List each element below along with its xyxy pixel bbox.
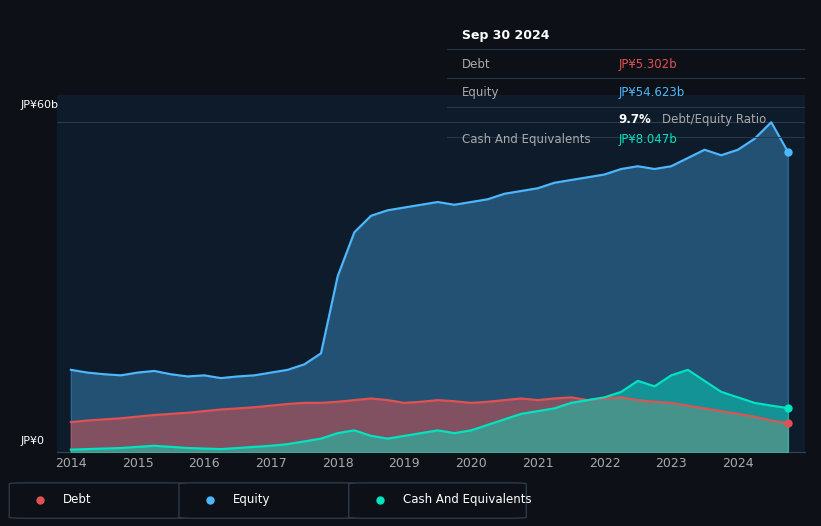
FancyBboxPatch shape	[9, 483, 186, 518]
Text: JP¥5.302b: JP¥5.302b	[619, 58, 677, 70]
Text: Debt: Debt	[461, 58, 490, 70]
Text: Debt: Debt	[63, 493, 92, 506]
Text: JP¥54.623b: JP¥54.623b	[619, 86, 685, 99]
Text: Sep 30 2024: Sep 30 2024	[461, 29, 549, 42]
Text: Debt/Equity Ratio: Debt/Equity Ratio	[662, 113, 766, 126]
Text: Equity: Equity	[233, 493, 270, 506]
FancyBboxPatch shape	[349, 483, 526, 518]
Text: JP¥0: JP¥0	[21, 437, 44, 447]
Text: Equity: Equity	[461, 86, 499, 99]
Text: Cash And Equivalents: Cash And Equivalents	[461, 133, 590, 146]
FancyBboxPatch shape	[179, 483, 356, 518]
Text: Cash And Equivalents: Cash And Equivalents	[403, 493, 531, 506]
Text: 9.7%: 9.7%	[619, 113, 652, 126]
Text: JP¥8.047b: JP¥8.047b	[619, 133, 677, 146]
Text: JP¥60b: JP¥60b	[21, 100, 58, 110]
